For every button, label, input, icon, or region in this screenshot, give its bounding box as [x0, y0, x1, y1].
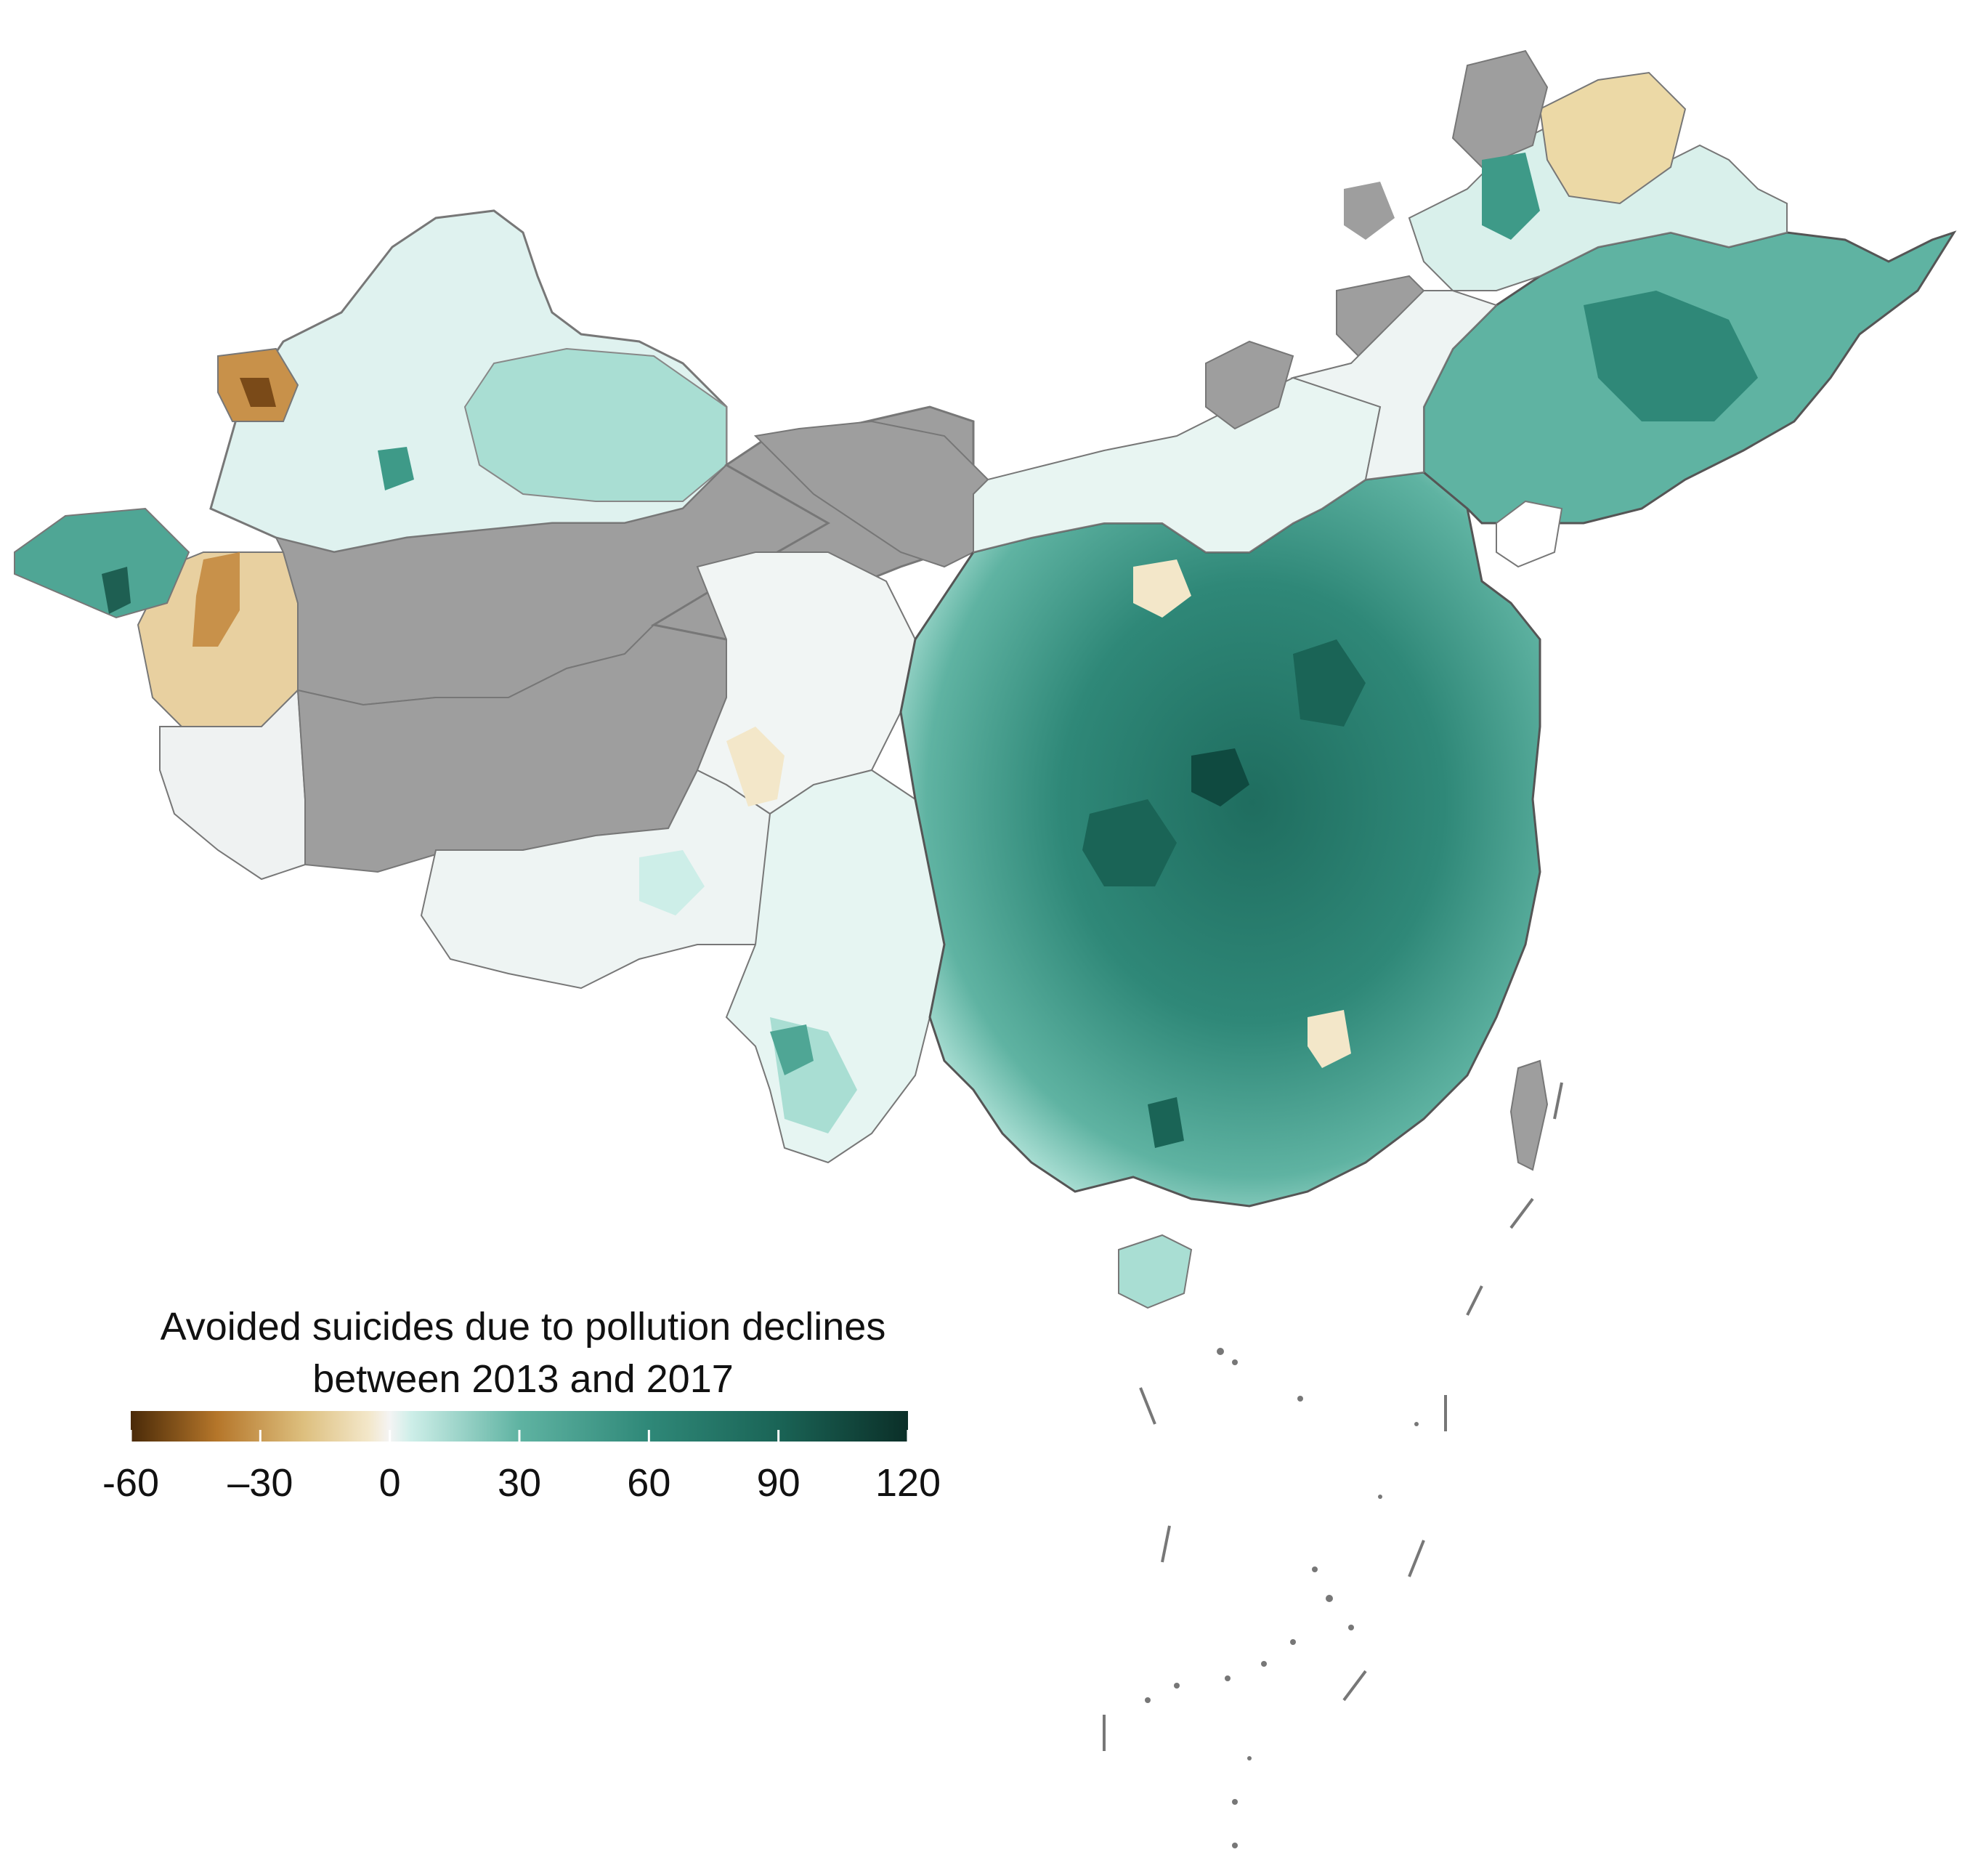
region-hunan-dark	[1082, 799, 1177, 886]
legend-colorbar	[131, 1411, 908, 1442]
region-heilongjiang-beige	[1539, 71, 1687, 205]
region-hainan	[1118, 1234, 1193, 1309]
colorbar-tick-label: 30	[497, 1461, 542, 1505]
colorbar-tick-label: 60	[627, 1461, 671, 1505]
region-tibet-cyan-patch	[639, 850, 705, 915]
region-jiangxi-beige	[1308, 1010, 1351, 1068]
colorbar-tick-label: –30	[227, 1461, 293, 1505]
region-east-inner-mongolia-light	[1290, 290, 1498, 481]
legend-title: Avoided suicides due to pollution declin…	[102, 1301, 944, 1405]
region-west-teal	[14, 507, 190, 619]
nine-dash-line	[1103, 1082, 1563, 1751]
region-inner-mongolia-east-nodata	[1205, 340, 1294, 430]
bohai-sea	[1496, 500, 1563, 568]
south-china-sea-islands	[1145, 1348, 1419, 1848]
region-east-china-teal	[899, 471, 1541, 1208]
region-northeast-dark	[1584, 291, 1758, 421]
colorbar-tick-label: -60	[102, 1461, 160, 1505]
colorbar-tick-label: 120	[875, 1461, 941, 1505]
region-yunnan-teal-spot	[770, 1024, 814, 1075]
colorbar-tick-label: 90	[756, 1461, 800, 1505]
region-hubei-dark	[1191, 748, 1249, 806]
region-xinjiang-center-cyan	[463, 347, 727, 502]
region-heilongjiang-teal	[1482, 153, 1540, 240]
region-heilongjiang-nodata	[1451, 49, 1549, 169]
region-hotan-brown-strip	[192, 552, 240, 647]
region-xinjiang-spot-teal	[378, 447, 414, 490]
region-guangxi-dark	[1148, 1097, 1184, 1148]
legend-title-line2: between 2013 and 2017	[312, 1357, 734, 1401]
region-henan-dark	[1293, 639, 1366, 727]
region-sichuan-beige	[726, 727, 785, 806]
region-sichuan-west-light	[696, 551, 917, 815]
region-tibet-west-light	[159, 688, 306, 881]
region-mongolia-border-nodata	[1344, 182, 1395, 240]
region-west-dark	[102, 567, 131, 614]
colorbar-tick-label: 0	[378, 1461, 401, 1505]
legend-title-line1: Avoided suicides due to pollution declin…	[160, 1305, 886, 1349]
region-shanxi-beige	[1133, 559, 1191, 618]
region-kashgar-dark	[240, 378, 276, 407]
region-taiwan-nodata	[1509, 1059, 1549, 1171]
